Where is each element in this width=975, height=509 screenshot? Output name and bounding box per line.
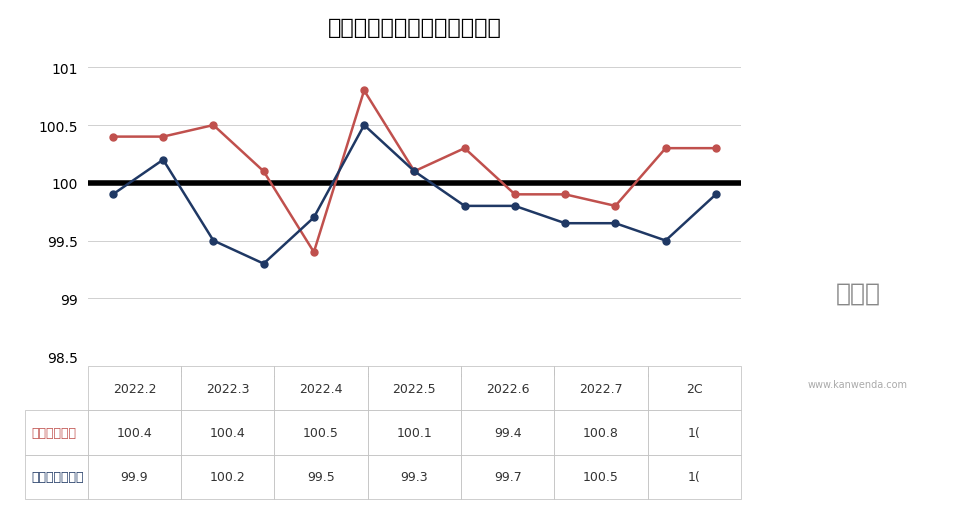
Text: 看问答: 看问答 — [836, 280, 880, 305]
Text: www.kanwenda.com: www.kanwenda.com — [808, 379, 908, 389]
Title: 国家统计局南昌房价月度指数: 国家统计局南昌房价月度指数 — [328, 18, 501, 38]
